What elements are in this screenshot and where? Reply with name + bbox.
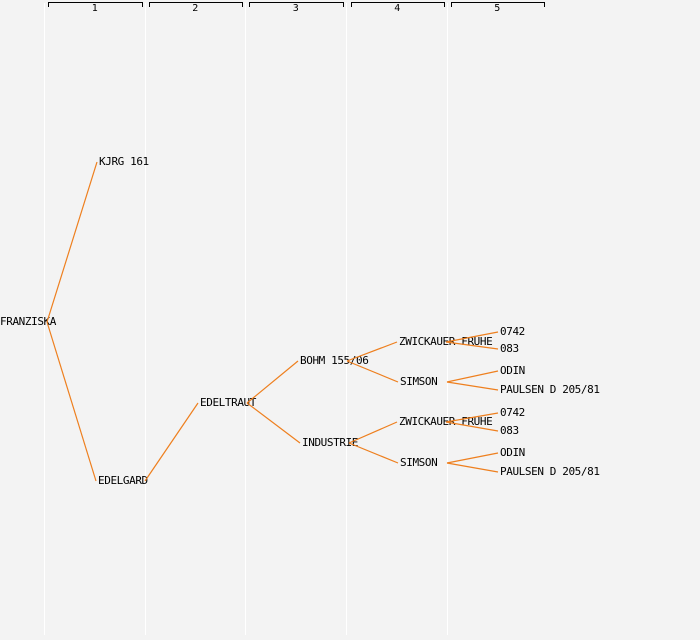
pedigree-node-odin_b[interactable]: ODIN [500, 446, 525, 459]
generation-bracket [48, 2, 143, 7]
column-gridline [145, 3, 146, 635]
pedigree-node-edeltraut[interactable]: EDELTRAUT [200, 396, 257, 409]
generation-bracket [249, 2, 344, 7]
pedigree-edge [246, 402, 301, 444]
pedigree-node-industrie[interactable]: INDUSTRIE [302, 436, 359, 449]
generation-number: 4 [394, 3, 400, 14]
pedigree-edge [144, 402, 199, 482]
pedigree-node-n083_a[interactable]: 083 [500, 342, 519, 355]
generation-number: 5 [494, 3, 500, 14]
column-gridline [44, 3, 45, 635]
pedigree-node-simson_b[interactable]: SIMSON [400, 456, 438, 469]
pedigree-node-odin_a[interactable]: ODIN [500, 364, 525, 377]
pedigree-edge [446, 462, 499, 473]
column-gridline [346, 3, 347, 635]
generation-number: 1 [91, 3, 98, 14]
pedigree-node-n0742_b[interactable]: 0742 [500, 406, 525, 419]
pedigree-node-zwickauer_a[interactable]: ZWICKAUER FRUHE [399, 335, 493, 348]
pedigree-node-simson_a[interactable]: SIMSON [400, 375, 438, 388]
generation-number: 3 [292, 3, 299, 14]
pedigree-node-n083_b[interactable]: 083 [500, 424, 519, 437]
pedigree-edge [46, 161, 98, 323]
pedigree-node-paulsen_a[interactable]: PAULSEN D 205/81 [500, 383, 600, 396]
pedigree-edge [46, 321, 97, 482]
generation-number: 2 [192, 3, 198, 14]
pedigree-node-edelgard[interactable]: EDELGARD [98, 474, 148, 487]
column-gridline [447, 3, 448, 635]
pedigree-node-franziska[interactable]: FRANZISKA [0, 315, 57, 328]
generation-bracket [149, 2, 243, 7]
pedigree-edge [446, 370, 499, 383]
pedigree-node-bohm[interactable]: BOHM 155/06 [300, 354, 369, 367]
generation-bracket [451, 2, 545, 7]
pedigree-edge [446, 452, 499, 464]
pedigree-node-kjrg161[interactable]: KJRG 161 [99, 155, 149, 168]
pedigree-node-zwickauer_b[interactable]: ZWICKAUER FRUHE [399, 415, 493, 428]
pedigree-node-paulsen_b[interactable]: PAULSEN D 205/81 [500, 465, 600, 478]
generation-bracket [351, 2, 445, 7]
pedigree-node-n0742_a[interactable]: 0742 [500, 325, 525, 338]
pedigree-edge [446, 381, 499, 391]
column-gridline [245, 3, 246, 635]
